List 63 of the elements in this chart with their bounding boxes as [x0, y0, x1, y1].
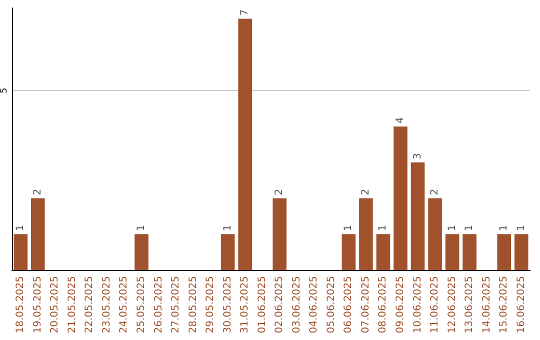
data-label: 1 [222, 224, 234, 232]
x-tick-label: 02.06.2025 [274, 276, 286, 334]
data-label: 3 [412, 152, 424, 160]
x-tick-label: 19.05.2025 [32, 276, 44, 334]
data-label: 2 [32, 188, 44, 196]
x-tick-label: 15.06.2025 [498, 276, 510, 334]
bar [445, 234, 460, 270]
data-label: 1 [498, 224, 510, 232]
x-tick-label: 21.05.2025 [66, 276, 78, 334]
x-tick-label: 25.05.2025 [136, 276, 147, 334]
x-tick-label: 01.06.2025 [256, 276, 268, 334]
x-tick-label: 11.06.2025 [430, 276, 441, 334]
data-label: 1 [464, 224, 476, 232]
data-label: 2 [274, 188, 286, 196]
data-label: 2 [360, 188, 372, 196]
data-label: 1 [446, 224, 458, 232]
data-label: 1 [343, 224, 354, 232]
data-label: 1 [516, 224, 527, 232]
x-tick-label: 04.06.2025 [308, 276, 320, 334]
x-tick-label: 26.05.2025 [153, 276, 164, 334]
data-label: 2 [430, 188, 441, 196]
x-tick-label: 16.06.2025 [516, 276, 527, 334]
x-tick-label: 18.05.2025 [15, 276, 26, 334]
bar [342, 234, 356, 270]
data-label: 4 [395, 117, 406, 124]
bar [272, 198, 287, 270]
bar [410, 162, 425, 270]
data-label: 1 [136, 224, 147, 232]
bar [394, 126, 408, 270]
y-tick-label: 5 [0, 88, 10, 94]
bar [428, 198, 442, 270]
x-tick-label: 29.05.2025 [205, 276, 216, 334]
bar [497, 234, 512, 270]
x-tick-label: 30.05.2025 [222, 276, 234, 334]
bar [359, 198, 373, 270]
x-tick-label: 27.05.2025 [170, 276, 182, 334]
bar [30, 198, 45, 270]
data-label: 1 [378, 224, 389, 232]
x-tick-label: 06.06.2025 [343, 276, 354, 334]
bar [238, 18, 252, 270]
bar [134, 234, 148, 270]
x-tick-label: 03.06.2025 [291, 276, 302, 334]
x-tick-label: 12.06.2025 [446, 276, 458, 334]
data-label: 7 [240, 9, 251, 16]
x-tick-label: 13.06.2025 [464, 276, 476, 334]
x-tick-label: 14.06.2025 [481, 276, 492, 334]
x-tick-label: 07.06.2025 [360, 276, 372, 334]
x-tick-label: 24.05.2025 [118, 276, 130, 334]
x-tick-label: 23.05.2025 [101, 276, 112, 334]
bar [14, 234, 28, 270]
data-label: 1 [15, 224, 26, 232]
x-tick-label: 10.06.2025 [412, 276, 424, 334]
bar [376, 234, 390, 270]
bar [220, 234, 235, 270]
x-tick-label: 20.05.2025 [50, 276, 61, 334]
x-tick-label: 05.06.2025 [326, 276, 337, 334]
x-tick-label: 22.05.2025 [84, 276, 96, 334]
x-tick-label: 31.05.2025 [240, 276, 251, 334]
x-tick-label: 09.06.2025 [395, 276, 406, 334]
x-tick-label: 08.06.2025 [378, 276, 389, 334]
bar [462, 234, 476, 270]
x-tick-label: 28.05.2025 [188, 276, 199, 334]
bar [514, 234, 528, 270]
